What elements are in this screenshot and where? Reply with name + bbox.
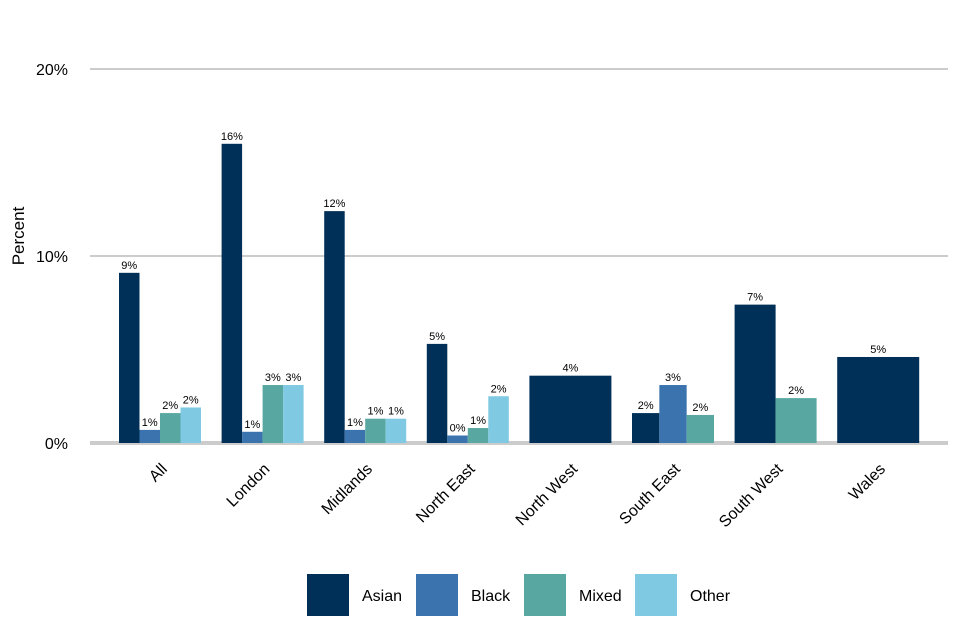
bars: [119, 143, 920, 444]
bar-black: [139, 429, 160, 443]
legend-swatch: [635, 574, 677, 616]
data-label: 2%: [491, 383, 507, 395]
legend: Asian Black Mixed Other: [307, 574, 731, 616]
bar-other: [180, 407, 201, 443]
bar-other: [385, 418, 407, 443]
y-axis-tick-labels: 0% 10% 20%: [36, 62, 68, 453]
legend-swatch: [416, 574, 458, 616]
data-label: 2%: [638, 400, 654, 412]
bar-mixed: [775, 398, 817, 443]
bar-asian: [734, 304, 776, 443]
legend-item-other: Other: [635, 574, 731, 616]
bar-black: [659, 385, 687, 443]
data-label: 1%: [367, 406, 383, 418]
data-label: 0%: [450, 423, 466, 435]
bar-mixed: [467, 428, 489, 443]
data-label: 4%: [562, 363, 578, 375]
data-label: 1%: [470, 415, 486, 427]
bar-asian: [324, 211, 345, 443]
legend-swatch: [524, 574, 566, 616]
x-tick-label: All: [146, 461, 171, 486]
data-label: 1%: [347, 417, 363, 429]
data-label: 2%: [788, 385, 804, 397]
data-label: 3%: [285, 372, 301, 384]
x-axis-tick-labels: All London Midlands North East North West Sou…: [146, 460, 889, 531]
y-tick-label: 10%: [36, 249, 68, 266]
y-tick-label: 0%: [45, 436, 68, 453]
bar-black: [242, 431, 263, 443]
data-label: 3%: [265, 372, 281, 384]
bar-asian: [529, 375, 612, 443]
data-label: 16%: [221, 131, 243, 143]
legend-label: Asian: [362, 588, 402, 605]
data-label: 5%: [429, 331, 445, 343]
legend-label: Other: [690, 588, 731, 605]
bar-black: [447, 435, 468, 443]
bar-asian: [221, 143, 243, 444]
data-label: 1%: [142, 417, 158, 429]
bar-black: [344, 429, 366, 443]
data-label: 2%: [162, 400, 178, 412]
data-label: 1%: [388, 406, 404, 418]
legend-swatch: [307, 574, 349, 616]
data-label: 2%: [692, 402, 708, 414]
data-label: 5%: [870, 344, 886, 356]
bar-asian: [837, 356, 920, 443]
bar-mixed: [262, 385, 284, 443]
bar-mixed: [160, 413, 181, 443]
x-tick-label: South East: [616, 460, 684, 528]
x-tick-label: North East: [413, 460, 479, 526]
x-tick-label: North West: [513, 460, 582, 529]
x-tick-label: London: [224, 461, 274, 511]
legend-item-mixed: Mixed: [524, 574, 622, 616]
data-label: 1%: [244, 419, 260, 431]
y-axis-title: Percent: [9, 206, 28, 265]
bar-asian: [632, 413, 660, 443]
data-label: 12%: [323, 198, 345, 210]
legend-item-asian: Asian: [307, 574, 402, 616]
bar-mixed: [686, 414, 714, 443]
x-tick-label: South West: [716, 460, 787, 531]
grid-lines: [90, 68, 948, 445]
legend-label: Mixed: [579, 588, 622, 605]
bar-asian: [119, 272, 140, 443]
data-label: 3%: [665, 372, 681, 384]
data-label: 2%: [183, 394, 199, 406]
legend-item-black: Black: [416, 574, 511, 616]
x-tick-label: Wales: [846, 461, 889, 504]
bar-other: [283, 385, 304, 443]
x-tick-label: Midlands: [319, 461, 376, 518]
y-tick-label: 20%: [36, 62, 68, 79]
data-label: 9%: [121, 260, 137, 272]
bar-other: [488, 396, 509, 443]
bar-mixed: [365, 418, 386, 443]
bar-asian: [426, 343, 448, 443]
legend-label: Black: [471, 588, 511, 605]
data-label: 7%: [747, 292, 763, 304]
data-labels: 9% 1% 2% 2% 16% 1% 3% 3% 12% 1% 1% 1% 5% 0% 1% 2% 4% 2% 3%…: [121, 131, 886, 435]
